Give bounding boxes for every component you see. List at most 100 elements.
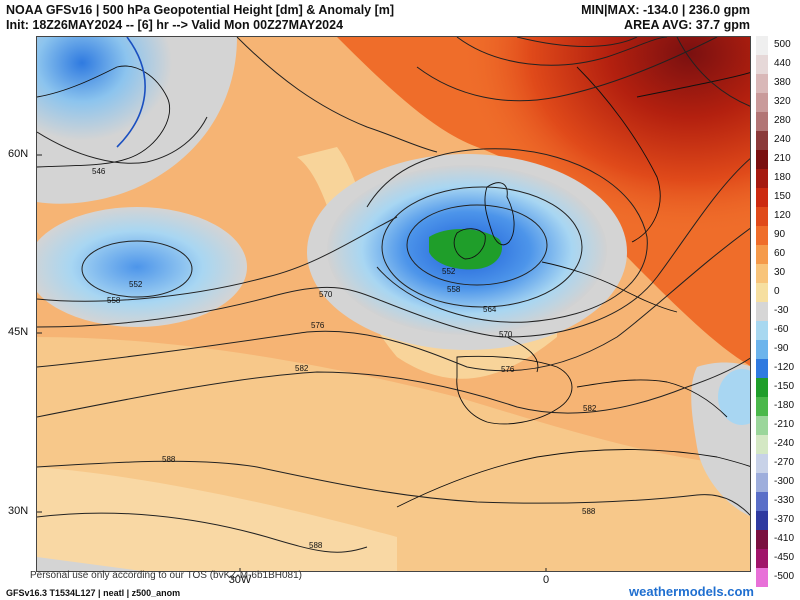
contour-north-3 [516, 37, 638, 47]
colorbar-swatch [756, 416, 768, 435]
colorbar-entry: -180 [756, 397, 800, 416]
anomaly-negative-nw [37, 37, 187, 167]
lat-label-45n: 45N [8, 326, 29, 338]
colorbar-swatch [756, 492, 768, 511]
contour-label: 582 [583, 404, 597, 413]
contour-label: 552 [442, 267, 456, 276]
colorbar-entry: 240 [756, 131, 800, 150]
anomaly-band-sw [37, 467, 397, 571]
contour-label-group: 546 552 552 558 558 564 570 570 576 576 … [92, 167, 597, 550]
colorbar-entry: 210 [756, 150, 800, 169]
colorbar-swatch [756, 302, 768, 321]
colorbar-entry: 60 [756, 245, 800, 264]
colorbar-swatch [756, 226, 768, 245]
colorbar-swatch [756, 321, 768, 340]
colorbar-label: 380 [774, 77, 791, 88]
colorbar-label: 440 [774, 58, 791, 69]
north-sea-coast [541, 261, 678, 313]
lon-label-0: 0 [542, 574, 550, 586]
colorbar-label: -330 [774, 495, 795, 506]
colorbar-label: 320 [774, 96, 791, 107]
colorbar-entry: -210 [756, 416, 800, 435]
contour-label: 552 [129, 280, 143, 289]
norway-coast [576, 66, 661, 243]
colorbar-entry: 120 [756, 207, 800, 226]
colorbar-swatch [756, 36, 768, 55]
anomaly-minimum-core [429, 228, 503, 270]
colorbar-entry: -330 [756, 492, 800, 511]
colorbar-entry: -370 [756, 511, 800, 530]
lat-label-30n: 30N [8, 505, 29, 517]
colorbar-label: -90 [774, 343, 789, 354]
colorbar-entry: 500 [756, 36, 800, 55]
colorbar-label: -300 [774, 476, 795, 487]
contour-label: 546 [92, 167, 106, 176]
colorbar-swatch [756, 530, 768, 549]
contour-552-central [406, 204, 548, 286]
colorbar-entry: -90 [756, 340, 800, 359]
colorbar-swatch [756, 150, 768, 169]
anomaly-map: 546 552 552 558 558 564 570 570 576 576 … [36, 36, 751, 572]
contour-576 [37, 227, 750, 372]
contour-label: 582 [295, 364, 309, 373]
colorbar-label: -30 [774, 305, 789, 316]
colorbar-label: 280 [774, 115, 791, 126]
colorbar-swatch [756, 264, 768, 283]
colorbar-entry: -150 [756, 378, 800, 397]
contour-546 [37, 116, 208, 164]
brand-link[interactable]: weathermodels.com [629, 584, 754, 599]
contour-588-south [37, 512, 368, 553]
anomaly-negative-west [37, 207, 247, 327]
contour-north-1 [416, 37, 718, 102]
contour-570 [37, 158, 750, 338]
colorbar-label: -370 [774, 514, 795, 525]
init-valid-time: Init: 18Z26MAY2024 -- [6] hr --> Valid M… [6, 18, 344, 32]
contour-558-west [37, 216, 398, 302]
colorbar-swatch [756, 207, 768, 226]
colorbar-entry: 440 [756, 55, 800, 74]
colorbar-entry: -240 [756, 435, 800, 454]
great-britain-coast [484, 182, 515, 246]
colorbar-entry: -300 [756, 473, 800, 492]
mediterranean-north-coast [576, 379, 728, 418]
contour-label: 588 [162, 455, 176, 464]
colorbar-label: 500 [774, 39, 791, 50]
colorbar-entry: -500 [756, 568, 800, 587]
contour-label: 588 [309, 541, 323, 550]
ireland-coast [453, 228, 486, 260]
colorbar-entry: 380 [756, 74, 800, 93]
contour-564 [366, 148, 648, 323]
iberia-coast [456, 355, 573, 425]
contour-label: 558 [107, 296, 121, 305]
colorbar-swatch [756, 473, 768, 492]
colorbar-entry: -30 [756, 302, 800, 321]
colorbar-entry: -450 [756, 549, 800, 568]
colorbar-label: 210 [774, 153, 791, 164]
colorbar-entry: -410 [756, 530, 800, 549]
anomaly-negative-east [718, 369, 750, 425]
colorbar-swatch [756, 378, 768, 397]
colorbar-label: -450 [774, 552, 795, 563]
map-canvas: 546 552 552 558 558 564 570 570 576 576 … [37, 37, 750, 571]
colorbar-label: -410 [774, 533, 795, 544]
lat-label-60n: 60N [8, 148, 29, 160]
colorbar-entry: 180 [756, 169, 800, 188]
coastlines [37, 65, 750, 508]
contour-588 [37, 460, 750, 516]
contour-low-nw [116, 37, 146, 148]
colorbar-label: 180 [774, 172, 791, 183]
contour-north-4 [676, 37, 750, 107]
height-contours [37, 37, 750, 553]
colorbar-entry: 320 [756, 93, 800, 112]
scandinavia-north-coast [636, 72, 750, 98]
colorbar-entry: 280 [756, 112, 800, 131]
contour-label: 588 [582, 507, 596, 516]
contour-label: 576 [501, 365, 515, 374]
contour-label: 558 [447, 285, 461, 294]
north-africa-coast [396, 449, 750, 508]
colorbar-swatch [756, 397, 768, 416]
colorbar-label: 150 [774, 191, 791, 202]
lon-label-30w: 30W [228, 574, 252, 586]
colorbar-entry: 150 [756, 188, 800, 207]
contour-558-central [381, 186, 583, 308]
